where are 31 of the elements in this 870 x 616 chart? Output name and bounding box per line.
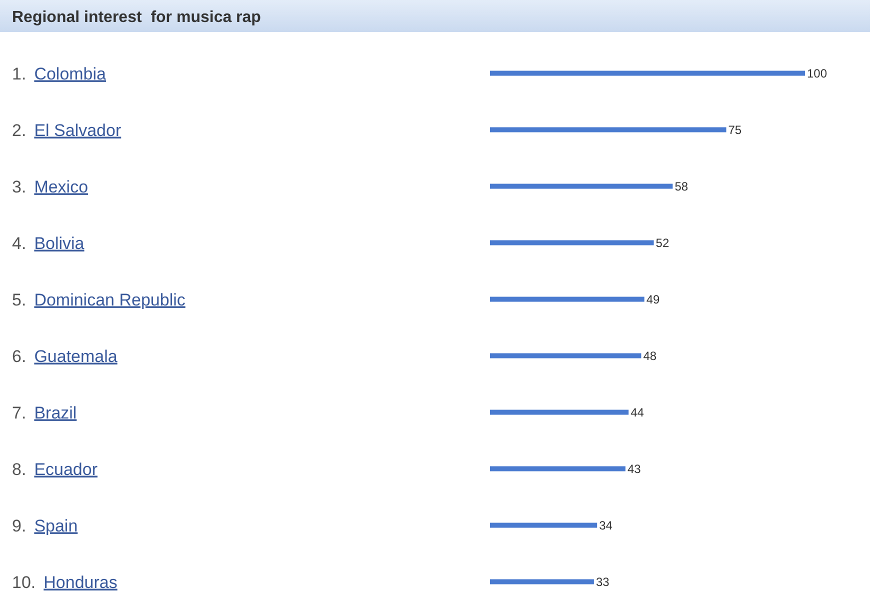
data-label: 33: [596, 574, 610, 589]
y-tick-label: 1. Colombia: [12, 64, 107, 84]
y-tick-label: 3. Mexico: [12, 177, 88, 196]
y-tick-label: 7. Brazil: [12, 403, 77, 422]
y-tick-label: 4. Bolivia: [12, 234, 85, 253]
data-label: 52: [656, 236, 670, 250]
data-label: 48: [643, 348, 657, 363]
data-label: 43: [627, 462, 642, 476]
y-tick-label: 10. Honduras: [12, 572, 118, 592]
y-tick-label: 2. El Salvador: [12, 120, 122, 140]
y-tick-label: 8. Ecuador: [12, 460, 98, 479]
bar: [490, 579, 594, 584]
bar: [490, 353, 642, 358]
data-label: 44: [630, 405, 644, 420]
data-label: 49: [646, 292, 660, 306]
data-label: 75: [728, 122, 742, 137]
bar: [490, 184, 673, 189]
bar: [490, 466, 626, 472]
text: Regional interest for musica rap: [12, 9, 262, 26]
bar: [490, 240, 654, 246]
data-label: 34: [599, 518, 613, 532]
y-tick-label: 9. Spain: [12, 516, 78, 536]
bar: [490, 296, 644, 302]
bar: [490, 70, 805, 76]
bar: [490, 410, 629, 415]
data-label: 100: [807, 66, 828, 80]
y-tick-label: 5. Dominican Republic: [12, 290, 186, 310]
bar: [490, 522, 598, 528]
bar: [490, 127, 726, 132]
y-tick-label: 6. Guatemala: [12, 346, 118, 366]
data-label: 58: [674, 179, 688, 194]
